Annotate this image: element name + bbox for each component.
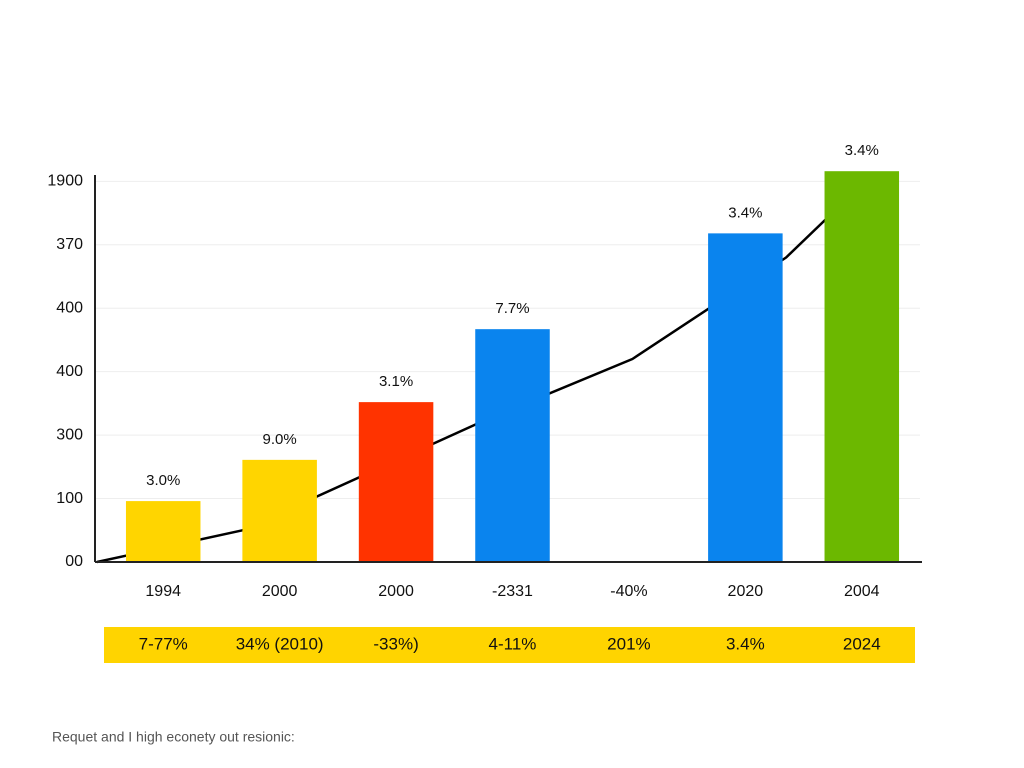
y-tick-label: 1900: [47, 173, 83, 190]
x-tick-label: 1994: [145, 583, 181, 600]
bar-annotation: 3.0%: [146, 472, 180, 489]
x-tick-label: 2000: [262, 583, 298, 600]
bar: [242, 459, 317, 562]
bar-annotation: 7.7%: [495, 300, 529, 317]
bar: [708, 233, 783, 562]
table-cell: -33%): [373, 634, 418, 653]
footnote: Requet and I high econety out resionic:: [52, 729, 295, 745]
table-cell: 2024: [843, 634, 881, 653]
bar: [475, 329, 550, 562]
x-tick-label: -2331: [492, 583, 533, 600]
y-tick-label: 400: [56, 299, 83, 316]
table-cell: 4-11%: [489, 634, 537, 653]
y-tick-label: 400: [56, 363, 83, 380]
table-cell: 34% (2010): [236, 634, 324, 653]
x-tick-label: 2000: [378, 583, 414, 600]
bar: [824, 171, 900, 563]
table-cell: 201%: [607, 634, 650, 653]
y-tick-label: 00: [65, 553, 83, 570]
y-tick-label: 300: [56, 426, 83, 443]
table-cell: 3.4%: [726, 634, 765, 653]
bar: [358, 402, 434, 562]
y-tick-label: 370: [56, 236, 83, 253]
x-tick-label: -40%: [610, 583, 647, 600]
bar: [125, 501, 201, 562]
table-cell: 7-77%: [139, 634, 188, 653]
bar-annotation: 3.1%: [379, 373, 413, 390]
table-row: [104, 627, 915, 663]
x-tick-label: 2020: [728, 583, 764, 600]
x-tick-label: 2004: [844, 583, 880, 600]
y-tick-label: 100: [56, 490, 83, 507]
bar-annotation: 9.0%: [263, 431, 297, 448]
bar-annotation: 3.4%: [728, 204, 762, 221]
bar-annotation: 3.4%: [845, 142, 879, 159]
trend-line: [96, 199, 847, 564]
